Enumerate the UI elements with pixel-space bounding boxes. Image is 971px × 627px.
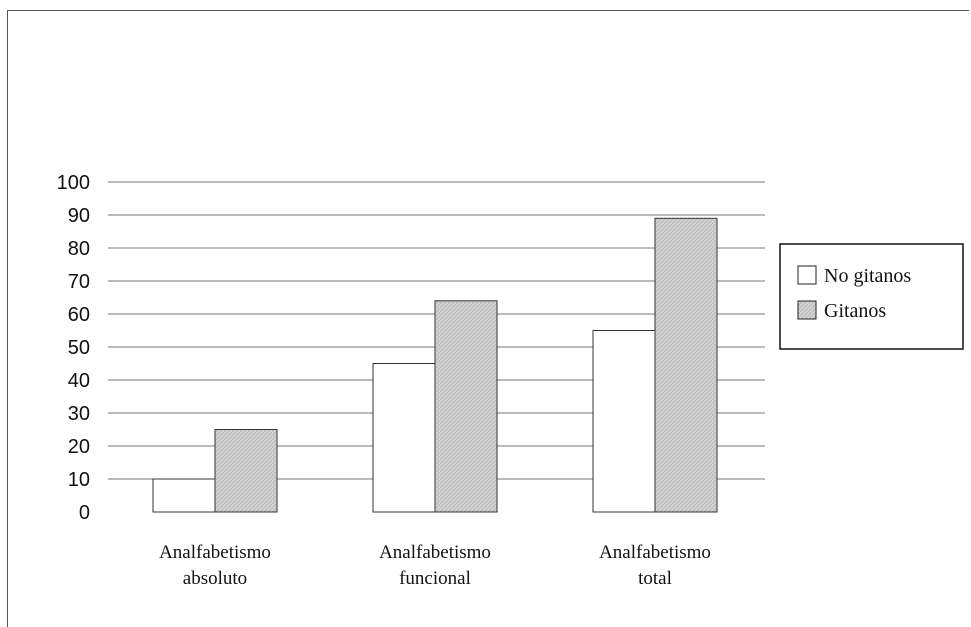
x-axis-labels: Analfabetismo absoluto Analfabetismo funcio… xyxy=(159,542,711,589)
legend-swatch-no-gitanos xyxy=(797,265,817,285)
legend-label-gitanos: Gitanos xyxy=(824,300,886,322)
y-tick-label: 20 xyxy=(68,436,90,458)
bar-no-gitanos-1 xyxy=(152,478,216,513)
bar-gitanos-3 xyxy=(654,217,718,513)
legend-label-no-gitanos: No gitanos xyxy=(824,265,911,287)
x-category-label: Analfabetismo xyxy=(599,542,711,563)
y-tick-label: 50 xyxy=(68,337,90,359)
y-tick-label: 30 xyxy=(68,403,90,425)
x-category-label: total xyxy=(638,568,672,589)
chart-frame xyxy=(7,10,969,627)
y-tick-label: 90 xyxy=(68,205,90,227)
bars xyxy=(152,217,718,513)
y-tick-label: 10 xyxy=(68,469,90,491)
y-tick-label: 0 xyxy=(79,502,90,524)
y-axis-ticks: 0 10 20 30 40 50 60 70 80 90 100 xyxy=(57,172,90,524)
y-tick-label: 80 xyxy=(68,238,90,260)
bar-no-gitanos-2 xyxy=(372,363,436,513)
y-tick-label: 60 xyxy=(68,304,90,326)
bar-gitanos-2 xyxy=(434,300,498,513)
legend: No gitanos Gitanos xyxy=(779,243,964,350)
x-category-label: absoluto xyxy=(183,568,247,589)
x-category-label: funcional xyxy=(399,568,471,589)
x-category-label: Analfabetismo xyxy=(159,542,271,563)
bar-gitanos-1 xyxy=(214,429,278,513)
legend-swatch-gitanos xyxy=(797,300,817,320)
y-tick-label: 70 xyxy=(68,271,90,293)
x-category-label: Analfabetismo xyxy=(379,542,491,563)
y-tick-label: 40 xyxy=(68,370,90,392)
y-tick-label: 100 xyxy=(57,172,90,194)
bar-no-gitanos-3 xyxy=(592,330,656,513)
legend-box xyxy=(779,243,964,350)
